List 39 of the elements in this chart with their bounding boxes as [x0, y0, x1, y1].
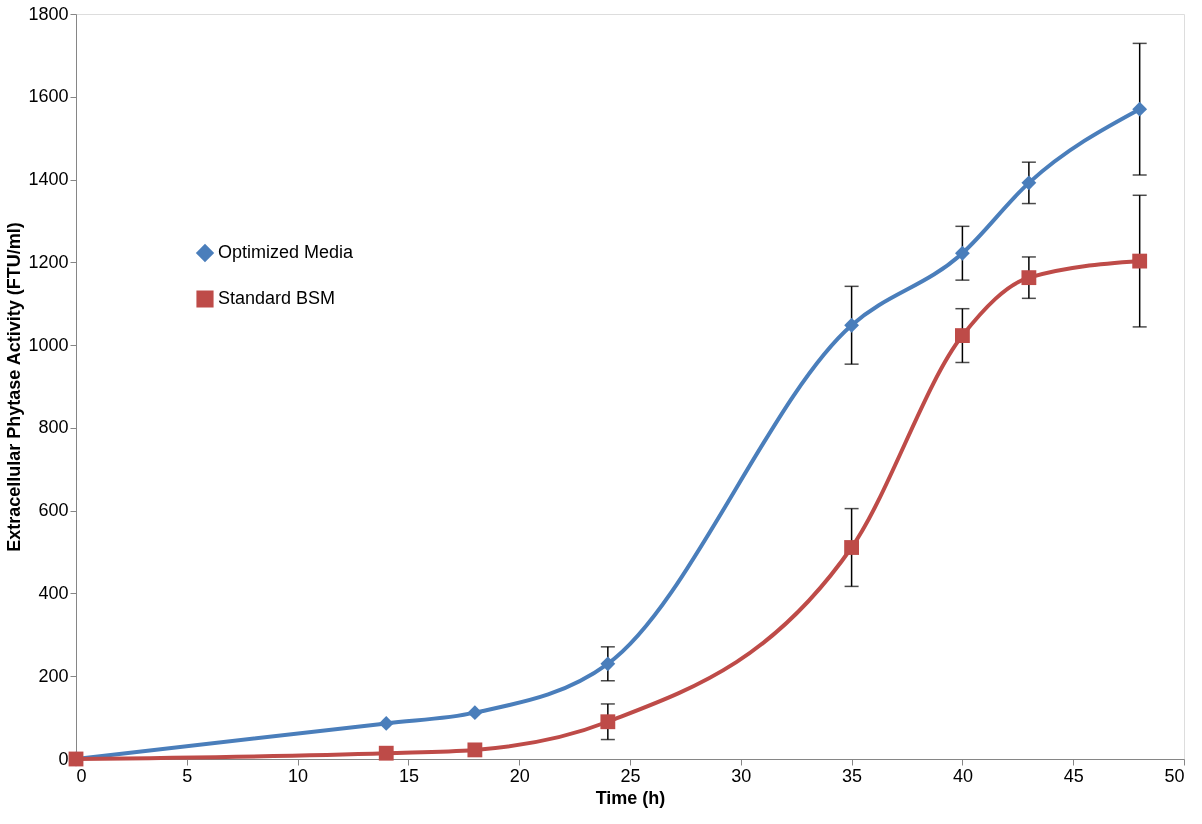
x-tick-label: 20: [509, 765, 530, 786]
y-axis-title: Extracellular Phytase Activity (FTU/ml): [4, 222, 25, 552]
point: [467, 742, 483, 758]
point: [954, 328, 970, 344]
y-tick-label: 1200: [28, 251, 69, 272]
x-tick-label: 5: [182, 765, 193, 786]
legend-label: Optimized Media: [218, 242, 355, 262]
x-tick-label: 40: [952, 765, 973, 786]
point: [378, 745, 394, 761]
y-tick-label: 200: [38, 665, 69, 686]
point: [844, 317, 860, 333]
y-tick-label: 1800: [28, 3, 69, 24]
y-tick-label: 800: [38, 417, 69, 438]
point: [1132, 101, 1148, 117]
y-tick-label: 1000: [28, 334, 69, 355]
point: [1132, 253, 1148, 269]
x-tick-label: 10: [288, 765, 309, 786]
legend-label: Standard BSM: [218, 288, 336, 308]
x-tick-label: 30: [731, 765, 752, 786]
point: [378, 715, 394, 731]
point: [1021, 175, 1037, 191]
point: [467, 705, 483, 721]
point: [954, 245, 970, 261]
y-tick-label: 1400: [28, 169, 69, 190]
x-tick-label: 45: [1063, 765, 1084, 786]
x-axis-title: Time (h): [595, 787, 666, 808]
y-tick-label: 600: [38, 500, 69, 521]
point: [600, 656, 616, 672]
x-tick-label: 25: [620, 765, 641, 786]
y-tick-label: 1600: [28, 86, 69, 107]
x-tick-label: 35: [842, 765, 863, 786]
point: [600, 714, 616, 730]
point: [1021, 270, 1037, 286]
x-tick-label: 0: [76, 765, 87, 786]
y-tick-label: 400: [38, 582, 69, 603]
x-tick-label: 15: [398, 765, 419, 786]
y-tick-label: 0: [58, 748, 69, 769]
point: [844, 540, 860, 555]
x-tick-label: 50: [1164, 765, 1185, 786]
